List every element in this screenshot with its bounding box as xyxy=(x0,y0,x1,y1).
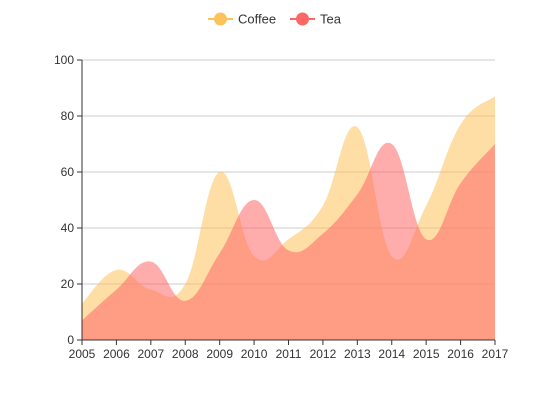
x-tick-label-2010: 2010 xyxy=(241,347,268,361)
x-tick-label-2015: 2015 xyxy=(413,347,440,361)
x-tick-label-2005: 2005 xyxy=(69,347,96,361)
x-tick-label-2011: 2011 xyxy=(276,347,302,361)
series-areas xyxy=(82,96,495,341)
y-tick-label-100: 100 xyxy=(54,53,74,67)
legend-item-coffee[interactable]: Coffee xyxy=(208,12,276,27)
y-axis-ticks: 0 20 40 60 80 100 xyxy=(54,53,82,347)
x-tick-label-2013: 2013 xyxy=(344,347,371,361)
legend[interactable]: Coffee Tea xyxy=(208,12,342,27)
y-tick-label-0: 0 xyxy=(67,333,74,347)
x-tick-label-2016: 2016 xyxy=(447,347,474,361)
x-tick-label-2006: 2006 xyxy=(103,347,130,361)
x-tick-label-2017: 2017 xyxy=(482,347,509,361)
area-tea[interactable] xyxy=(82,142,495,340)
x-tick-label-2012: 2012 xyxy=(310,347,337,361)
x-tick-label-2014: 2014 xyxy=(378,347,405,361)
legend-dot-icon xyxy=(296,12,309,26)
legend-dot-icon xyxy=(214,12,227,26)
legend-item-tea[interactable]: Tea xyxy=(290,12,342,27)
y-tick-label-60: 60 xyxy=(61,165,75,179)
y-tick-label-20: 20 xyxy=(61,277,75,291)
x-axis-ticks: 2005 2006 2007 2008 2009 2010 2011 2012 2013 2014… xyxy=(69,340,509,361)
x-tick-label-2009: 2009 xyxy=(206,347,233,361)
x-tick-label-2008: 2008 xyxy=(172,347,199,361)
y-tick-label-40: 40 xyxy=(61,221,75,235)
legend-label: Coffee xyxy=(238,12,276,27)
y-tick-label-80: 80 xyxy=(61,109,75,123)
legend-label: Tea xyxy=(320,12,342,27)
x-tick-label-2007: 2007 xyxy=(137,347,164,361)
